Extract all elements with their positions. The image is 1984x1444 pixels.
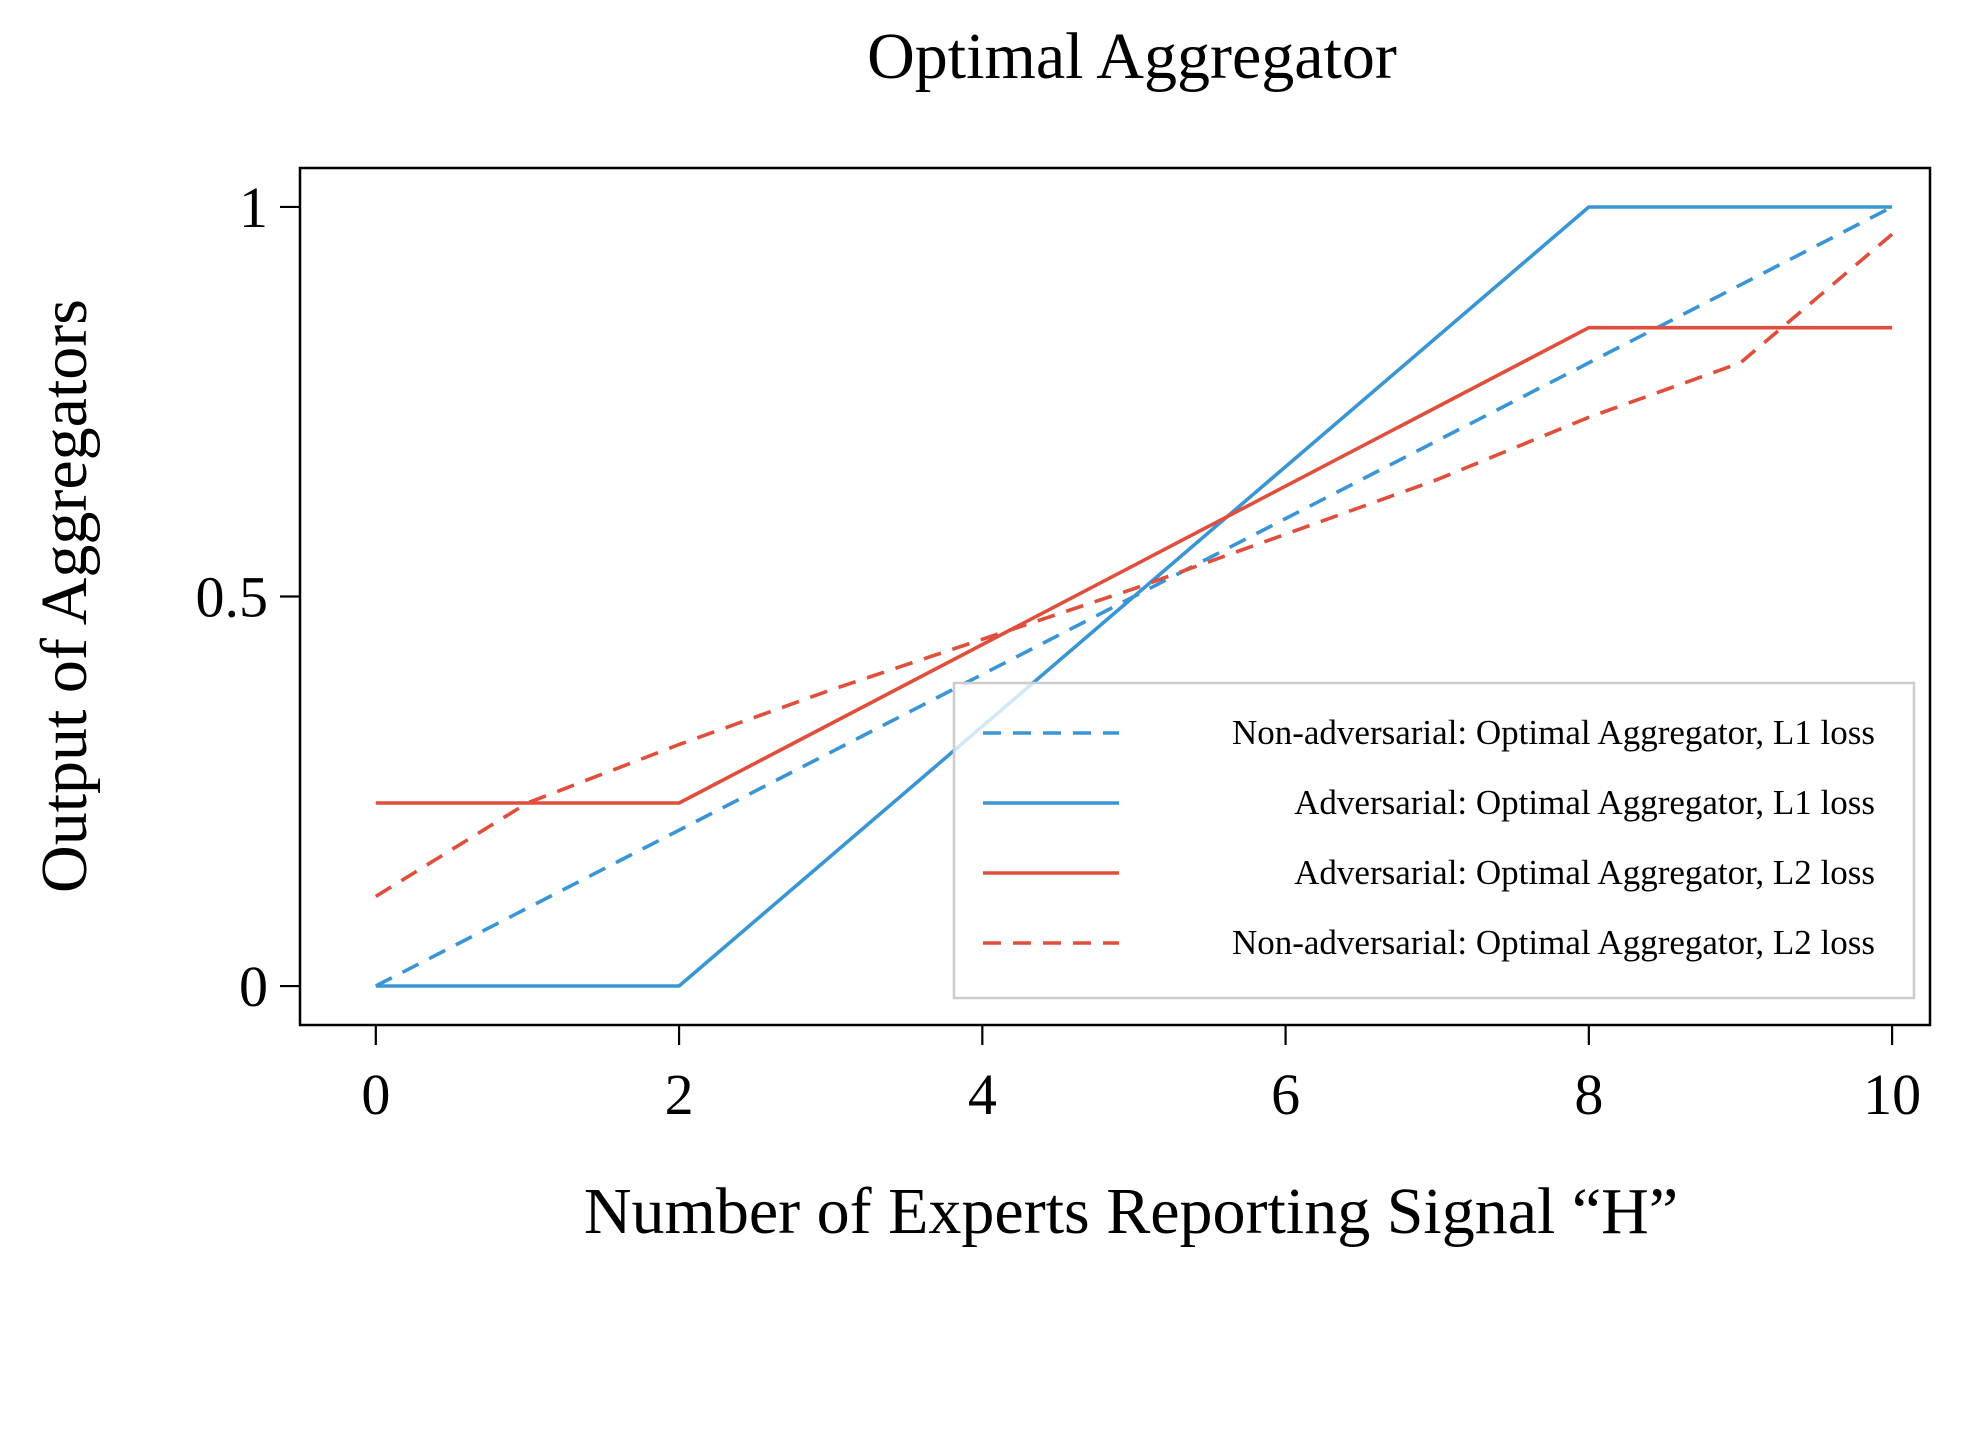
y-tick-label: 0 [239,954,268,1019]
x-tick-label: 6 [1271,1062,1300,1127]
series-line-2 [375,205,1893,988]
y-tick-label: 1 [239,175,268,240]
legend-label: Adversarial: Optimal Aggregator, L1 loss [1294,783,1875,822]
series-line-3 [375,325,1893,805]
x-tick-label: 2 [665,1062,694,1127]
x-tick-label: 0 [361,1062,390,1127]
series-line-4 [374,232,1894,898]
x-axis-label: Number of Experts Reporting Signal “H” [584,1175,1678,1248]
y-tick-label: 0.5 [196,565,269,630]
legend-label: Adversarial: Optimal Aggregator, L2 loss [1294,853,1875,892]
legend-label: Non-adversarial: Optimal Aggregator, L2 … [1232,923,1875,962]
chart-title: Optimal Aggregator [867,20,1397,93]
x-tick-label: 8 [1574,1062,1603,1127]
x-tick-label: 10 [1863,1062,1921,1127]
x-tick-label: 4 [968,1062,997,1127]
legend: Non-adversarial: Optimal Aggregator, L1 … [952,681,1916,1000]
legend-items: Non-adversarial: Optimal Aggregator, L1 … [983,713,1875,962]
legend-label: Non-adversarial: Optimal Aggregator, L1 … [1232,713,1875,752]
series-layer [374,205,1894,988]
axes-layer: 0 2 4 6 8 10 0 0.5 1 [196,175,1922,1127]
legend-box [952,681,1916,1000]
y-axis-label: Output of Aggregators [28,299,101,893]
